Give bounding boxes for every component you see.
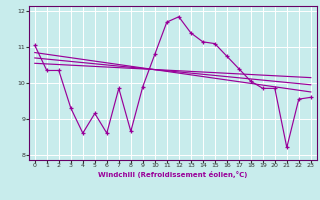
X-axis label: Windchill (Refroidissement éolien,°C): Windchill (Refroidissement éolien,°C) bbox=[98, 171, 247, 178]
